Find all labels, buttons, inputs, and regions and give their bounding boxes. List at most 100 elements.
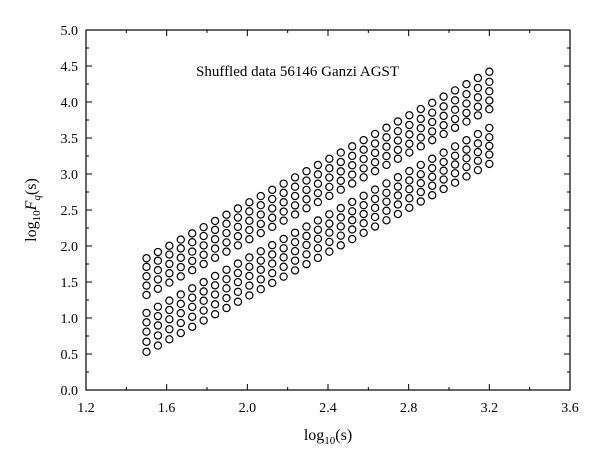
data-point xyxy=(439,148,448,157)
data-point xyxy=(313,243,323,253)
data-point xyxy=(199,306,208,315)
y-tick-label: 1.5 xyxy=(61,276,79,291)
data-point xyxy=(279,262,288,272)
data-point xyxy=(302,167,311,176)
data-point xyxy=(256,265,265,274)
data-point xyxy=(222,238,231,247)
data-point xyxy=(427,172,437,182)
data-point xyxy=(427,127,437,136)
data-point xyxy=(142,254,151,263)
data-point xyxy=(393,173,403,182)
data-point xyxy=(268,240,277,250)
data-point xyxy=(348,197,357,207)
y-tick-label: 4.5 xyxy=(61,60,79,75)
data-point xyxy=(336,231,345,240)
data-point xyxy=(153,321,163,330)
data-point xyxy=(416,160,425,170)
data-point xyxy=(313,225,323,234)
y-tick-label: 0.0 xyxy=(61,384,79,399)
data-point xyxy=(268,185,277,195)
data-point xyxy=(348,170,357,179)
data-point xyxy=(427,181,437,190)
data-point xyxy=(405,185,414,194)
data-point xyxy=(325,163,334,173)
data-point xyxy=(256,200,265,210)
data-point xyxy=(485,86,494,96)
data-point xyxy=(427,98,437,108)
data-point xyxy=(245,281,254,290)
data-point xyxy=(199,259,208,269)
data-point xyxy=(188,265,197,275)
data-point xyxy=(462,172,471,181)
data-point xyxy=(462,108,471,118)
data-point xyxy=(165,335,174,344)
data-point xyxy=(233,222,243,232)
data-point xyxy=(393,200,403,209)
y-tick-label: 3.5 xyxy=(61,132,79,147)
data-point xyxy=(245,253,254,262)
data-point xyxy=(290,201,300,210)
data-point xyxy=(245,198,254,207)
data-point xyxy=(199,287,208,296)
x-tick-label: 2.0 xyxy=(239,401,257,416)
data-point xyxy=(348,142,357,151)
data-point xyxy=(188,302,197,312)
data-point xyxy=(210,290,220,299)
data-point xyxy=(473,147,483,157)
data-point xyxy=(245,235,254,244)
data-point xyxy=(290,210,300,219)
data-point xyxy=(165,259,174,269)
data-point xyxy=(176,290,185,299)
data-point xyxy=(405,148,414,157)
data-point xyxy=(222,284,231,293)
data-point xyxy=(336,213,345,222)
data-point xyxy=(153,256,163,265)
y-tick-label: 2.5 xyxy=(61,204,79,219)
data-point xyxy=(256,191,265,201)
data-point xyxy=(165,278,174,287)
y-tick-label: 2.0 xyxy=(61,240,79,255)
data-point xyxy=(416,124,425,133)
data-point xyxy=(405,120,414,130)
data-point xyxy=(290,246,300,256)
data-point xyxy=(302,250,311,259)
data-point xyxy=(176,299,185,309)
data-points xyxy=(142,67,494,357)
data-point xyxy=(153,247,163,257)
data-point xyxy=(382,188,391,197)
data-point xyxy=(382,197,391,206)
data-point xyxy=(336,157,345,167)
data-point xyxy=(485,104,494,114)
data-point xyxy=(176,272,185,281)
data-point xyxy=(142,318,151,327)
data-point xyxy=(382,123,391,132)
data-point xyxy=(405,166,414,176)
data-point xyxy=(348,179,357,188)
data-point xyxy=(348,207,357,216)
data-point xyxy=(268,278,277,288)
data-point xyxy=(473,83,483,93)
data-point xyxy=(427,191,437,200)
y-axis-label: log10Fq(s) xyxy=(23,178,43,242)
data-point xyxy=(485,141,494,151)
chart-annotation: Shuffled data 56146 Ganzi AGST xyxy=(196,64,399,80)
data-point xyxy=(188,238,197,247)
data-point xyxy=(462,79,471,89)
data-point xyxy=(439,102,448,111)
data-point xyxy=(153,265,163,275)
data-point xyxy=(439,157,448,167)
y-tick-label: 4.0 xyxy=(61,96,79,111)
data-point xyxy=(313,253,323,263)
data-point xyxy=(302,240,311,250)
data-point xyxy=(473,139,483,148)
data-point xyxy=(176,262,185,272)
data-point xyxy=(256,256,265,265)
data-point xyxy=(462,117,471,126)
data-point xyxy=(473,73,483,83)
data-point xyxy=(450,142,460,151)
data-point xyxy=(233,297,243,306)
data-point xyxy=(462,154,471,163)
data-point xyxy=(176,244,185,253)
data-point xyxy=(405,194,414,203)
data-point xyxy=(233,268,243,278)
